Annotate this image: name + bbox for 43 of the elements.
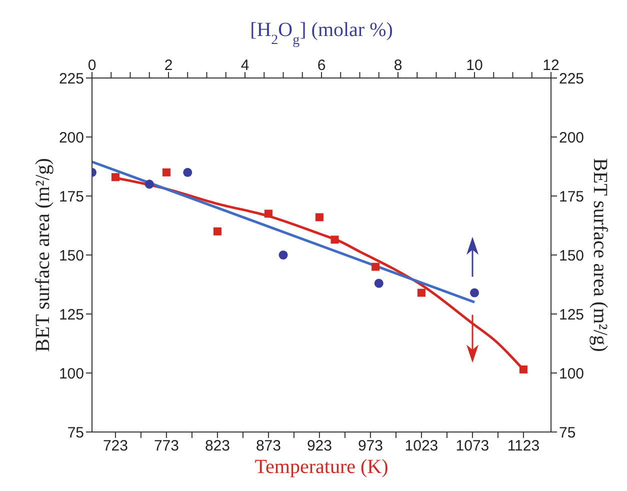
point [330,236,339,244]
point [372,262,380,271]
x-tick-label: 973 [358,438,383,455]
y-tick-label: 100 [58,365,84,382]
y-tick-label: 200 [58,129,84,146]
point [264,210,272,218]
y2-tick-label: 175 [559,188,584,206]
y-tick-label: 225 [58,70,84,88]
y2-tick-label: 150 [559,247,584,264]
x-tick-label: 923 [306,438,332,455]
y2-tick-label: 200 [559,129,584,146]
point [519,365,528,374]
y-tick-label: 75 [67,424,84,442]
x-tick-label: 1073 [456,438,490,455]
x2-tick-label: 12 [542,57,560,74]
x2-tick-label: 2 [164,57,173,74]
y-tick-label: 125 [58,306,84,324]
point [213,227,222,236]
y-axis-title: BET surface area (m²/g) [32,158,54,352]
y2-tick-label: 100 [559,365,584,382]
x-tick-label: 1123 [507,438,540,455]
x-tick-label: 1023 [404,438,438,455]
point [111,173,120,182]
x2-tick-label: 0 [88,57,96,74]
x2-axis-title: [H$_{2}$O$_{g}$] (molar %) [250,19,393,48]
point [162,168,170,176]
y2-tick-label: 225 [559,70,584,88]
y2-axis-title: BET surface area (m²/g) [589,158,612,352]
point [315,213,324,222]
x-axis-title: Temperature (K) [254,456,388,478]
x-tick-label: 773 [154,438,179,455]
y-tick-label: 150 [58,247,84,264]
x2-tick-label: 4 [240,57,250,74]
y2-tick-label: 125 [559,306,584,324]
y-tick-label: 175 [58,188,84,206]
x2-tick-label: 6 [317,57,326,74]
x2-tick-label: 10 [466,57,483,74]
x-tick-label: 723 [102,438,128,455]
x2-tick-label: 8 [394,57,402,74]
x-tick-label: 873 [256,438,281,455]
point [417,288,426,297]
x-tick-label: 823 [204,438,230,455]
y2-tick-label: 75 [559,424,576,442]
